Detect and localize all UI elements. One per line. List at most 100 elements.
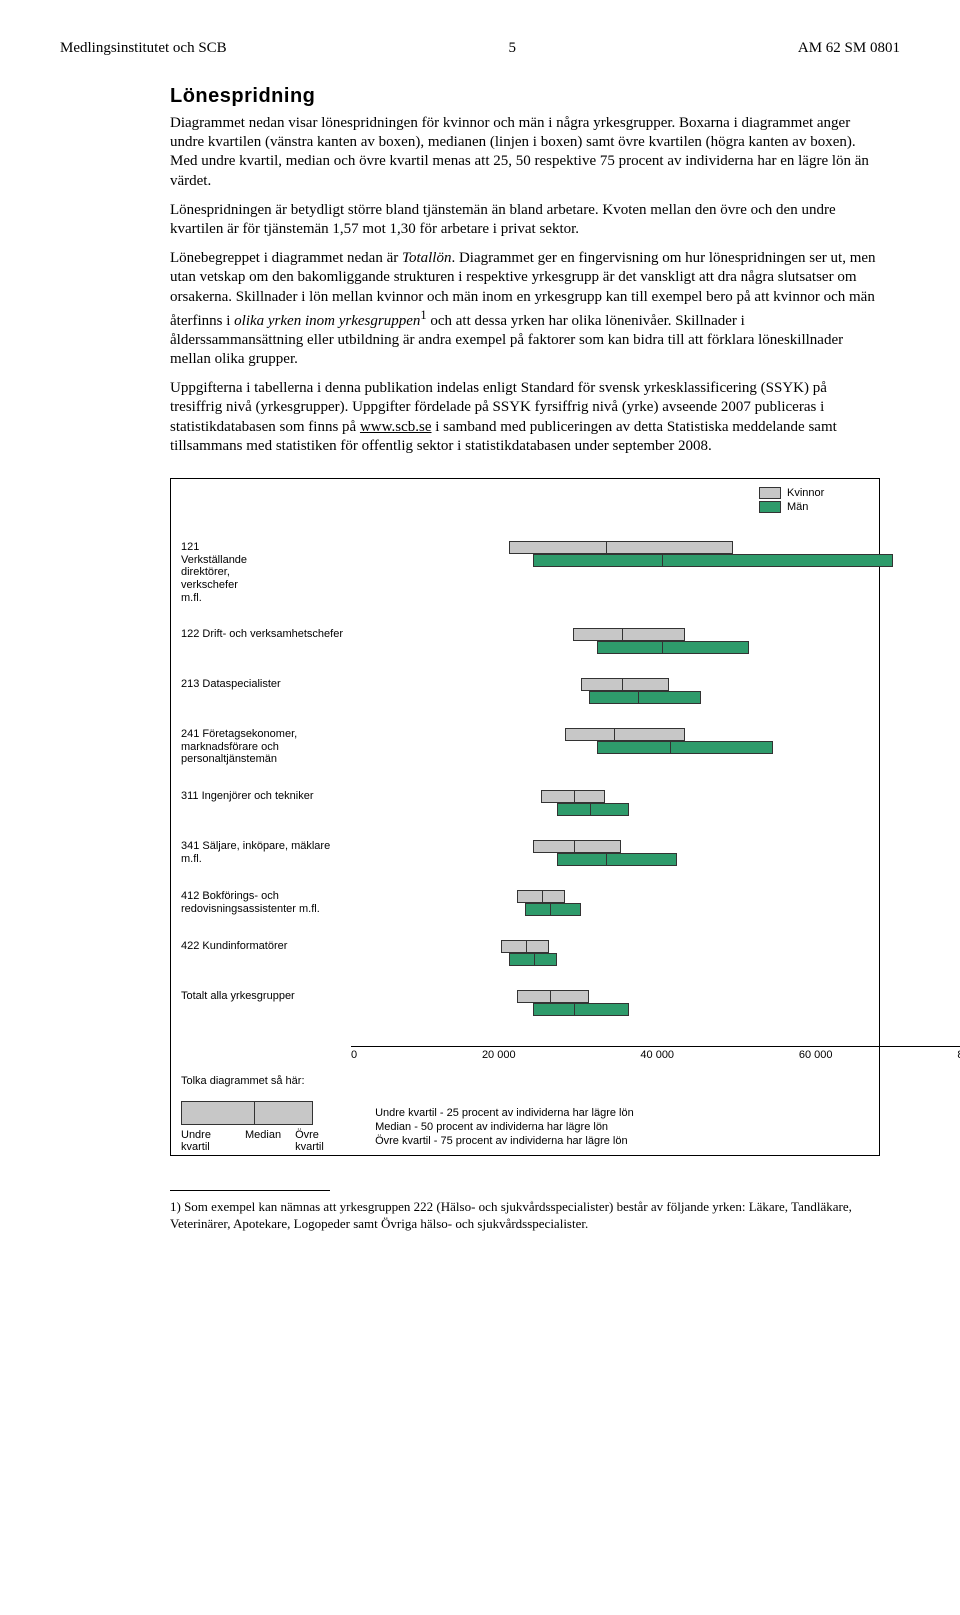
chart-row: 311 Ingenjörer och tekniker bbox=[181, 790, 869, 816]
median-tick bbox=[542, 890, 543, 903]
chart-row: 341 Säljare, inköpare, mäklare m.fl. bbox=[181, 840, 869, 866]
p3-a: Lönebegreppet i diagrammet nedan är bbox=[170, 250, 402, 266]
median-tick bbox=[574, 840, 575, 853]
box-men bbox=[525, 903, 581, 916]
legend-men-label: Män bbox=[787, 501, 808, 513]
header-page-number: 5 bbox=[509, 40, 517, 57]
key-box-wrapper: Undre kvartil Median Övre kvartil bbox=[181, 1101, 335, 1153]
median-tick bbox=[638, 691, 639, 704]
box-women bbox=[501, 940, 549, 953]
median-tick bbox=[670, 741, 671, 754]
row-label: 311 Ingenjörer och tekniker bbox=[181, 790, 357, 803]
median-tick bbox=[550, 903, 551, 916]
diagram-key: Undre kvartil Median Övre kvartil Undre … bbox=[181, 1101, 869, 1153]
box-women bbox=[573, 628, 685, 641]
chart-row: 422 Kundinformatörer bbox=[181, 940, 869, 966]
row-bars bbox=[357, 990, 869, 1016]
axis-tick: 60 000 bbox=[799, 1049, 833, 1071]
box-women bbox=[581, 678, 669, 691]
row-bars bbox=[253, 541, 893, 567]
axis-tick: 0 bbox=[351, 1049, 357, 1071]
key-line-2: Median - 50 procent av individerna har l… bbox=[375, 1120, 634, 1134]
row-label: 241 Företagsekonomer, marknadsförare och… bbox=[181, 728, 357, 766]
header-right: AM 62 SM 0801 bbox=[798, 40, 900, 57]
box-women bbox=[517, 890, 565, 903]
row-label: Totalt alla yrkesgrupper bbox=[181, 990, 357, 1003]
box-women bbox=[565, 728, 685, 741]
header-left: Medlingsinstitutet och SCB bbox=[60, 40, 227, 57]
median-tick bbox=[662, 554, 663, 567]
box-men bbox=[509, 953, 557, 966]
chart-row: 122 Drift- och verksamhetschefer bbox=[181, 628, 869, 654]
box-women bbox=[509, 541, 733, 554]
median-tick bbox=[606, 853, 607, 866]
x-axis: 020 00040 00060 00080 000Kr bbox=[351, 1046, 960, 1071]
axis-tick: 40 000 bbox=[640, 1049, 674, 1071]
box-men bbox=[589, 691, 701, 704]
key-line-1: Undre kvartil - 25 procent av individern… bbox=[375, 1106, 634, 1120]
median-tick bbox=[622, 628, 623, 641]
row-label: 213 Dataspecialister bbox=[181, 678, 357, 691]
row-bars bbox=[357, 890, 869, 916]
median-tick bbox=[590, 803, 591, 816]
tolka-label: Tolka diagrammet så här: bbox=[181, 1075, 869, 1087]
p3-italic-1: Totallön bbox=[402, 250, 451, 266]
row-bars bbox=[357, 628, 869, 654]
chart-row: 121 Verkställande direktörer, verkschefe… bbox=[181, 541, 869, 604]
median-tick bbox=[606, 541, 607, 554]
paragraph-3: Lönebegreppet i diagrammet nedan är Tota… bbox=[170, 249, 880, 369]
footnote-rule bbox=[170, 1190, 330, 1191]
median-tick bbox=[526, 940, 527, 953]
median-tick bbox=[662, 641, 663, 654]
box-women bbox=[533, 840, 621, 853]
boxplot-chart: Kvinnor Män 121 Verkställande direktörer… bbox=[170, 478, 880, 1156]
row-bars bbox=[357, 840, 869, 866]
row-label: 122 Drift- och verksamhetschefer bbox=[181, 628, 357, 641]
key-line-3: Övre kvartil - 75 procent av individerna… bbox=[375, 1134, 634, 1148]
key-ovre: Övre kvartil bbox=[295, 1129, 335, 1153]
chart-row: Totalt alla yrkesgrupper bbox=[181, 990, 869, 1016]
key-explanations: Undre kvartil - 25 procent av individern… bbox=[375, 1106, 634, 1149]
row-bars bbox=[357, 728, 869, 754]
legend-women: Kvinnor bbox=[759, 487, 824, 499]
chart-row: 412 Bokförings- och redovisningsassisten… bbox=[181, 890, 869, 916]
paragraph-4: Uppgifterna i tabellerna i denna publika… bbox=[170, 379, 880, 456]
row-bars bbox=[357, 940, 869, 966]
key-labels: Undre kvartil Median Övre kvartil bbox=[181, 1129, 335, 1153]
section-title: Lönespridning bbox=[170, 85, 880, 108]
chart-rows: 121 Verkställande direktörer, verkschefe… bbox=[181, 541, 869, 1040]
p3-italic-2: olika yrken inom yrkesgruppen bbox=[234, 313, 420, 329]
box-women bbox=[517, 990, 589, 1003]
row-bars bbox=[357, 678, 869, 704]
box-women bbox=[541, 790, 605, 803]
row-label: 412 Bokförings- och redovisningsassisten… bbox=[181, 890, 357, 915]
row-label: 422 Kundinformatörer bbox=[181, 940, 357, 953]
scb-link[interactable]: www.scb.se bbox=[360, 419, 432, 435]
key-median-tick bbox=[254, 1101, 255, 1125]
main-content: Lönespridning Diagrammet nedan visar lön… bbox=[170, 85, 880, 1232]
chart-row: 241 Företagsekonomer, marknadsförare och… bbox=[181, 728, 869, 766]
median-tick bbox=[550, 990, 551, 1003]
median-tick bbox=[574, 790, 575, 803]
axis-tick: 20 000 bbox=[482, 1049, 516, 1071]
legend-women-label: Kvinnor bbox=[787, 487, 824, 499]
row-label: 121 Verkställande direktörer, verkschefe… bbox=[181, 541, 253, 604]
box-men bbox=[557, 803, 629, 816]
median-tick bbox=[622, 678, 623, 691]
swatch-men bbox=[759, 501, 781, 513]
chart-legend: Kvinnor Män bbox=[759, 487, 849, 513]
box-men bbox=[533, 1003, 629, 1016]
box-men bbox=[597, 741, 773, 754]
row-bars bbox=[357, 790, 869, 816]
footnote-1: 1) Som exempel kan nämnas att yrkesgrupp… bbox=[170, 1199, 880, 1232]
box-men bbox=[597, 641, 749, 654]
row-label: 341 Säljare, inköpare, mäklare m.fl. bbox=[181, 840, 357, 865]
swatch-women bbox=[759, 487, 781, 499]
box-men bbox=[533, 554, 893, 567]
median-tick bbox=[574, 1003, 575, 1016]
key-bar bbox=[181, 1101, 313, 1125]
box-men bbox=[557, 853, 677, 866]
median-tick bbox=[534, 953, 535, 966]
key-median: Median bbox=[245, 1129, 281, 1153]
legend-men: Män bbox=[759, 501, 808, 513]
